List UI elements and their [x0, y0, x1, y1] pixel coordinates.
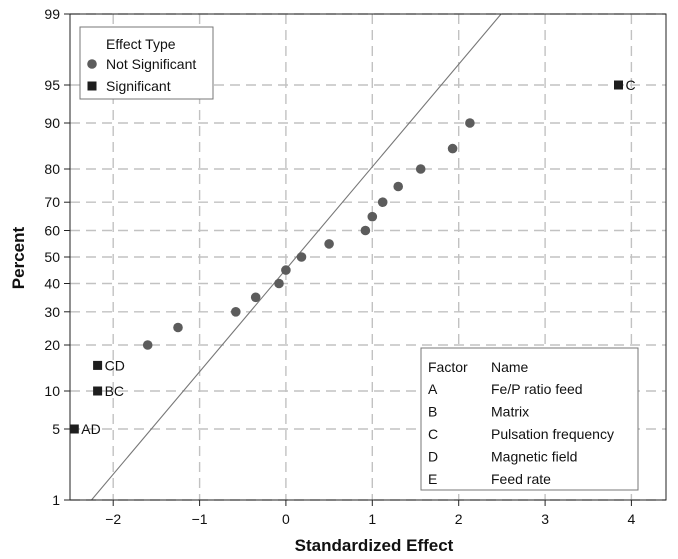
not-significant-point [231, 307, 241, 317]
x-tick-label: −2 [105, 511, 121, 527]
factor-table-cell: C [428, 426, 438, 442]
x-tick-label: −1 [192, 511, 208, 527]
factor-table-cell: Matrix [491, 404, 529, 420]
axes: 1 5 10 20 30 40 50 60 70 80 90 95 99 −2 −1 0 1 2 3 4 [44, 6, 667, 527]
not-significant-point [367, 211, 378, 222]
y-tick-label: 70 [44, 194, 60, 210]
factor-table-cell: D [428, 449, 438, 465]
legend-circle-marker [87, 59, 97, 69]
reference-line-group [91, 14, 502, 500]
y-tick-label: 30 [44, 304, 60, 320]
y-tick-label: 95 [44, 77, 60, 93]
factor-table-box [420, 347, 639, 491]
x-tick-label: 4 [628, 511, 636, 527]
not-significant-point [250, 292, 261, 303]
y-tick-label: 80 [44, 161, 60, 177]
effect-type-legend: Effect Type Not Significant Significant [79, 26, 214, 100]
x-tick-label: 1 [368, 511, 376, 527]
factor-table-cell: Magnetic field [491, 449, 577, 465]
reference-line [91, 14, 502, 500]
not-significant-point [465, 118, 475, 128]
legend-box [79, 26, 214, 100]
x-axis-title: Standardized Effect [295, 536, 454, 555]
significant-point-label: BC [105, 383, 124, 399]
not-significant-point [142, 340, 153, 350]
significant-point [93, 360, 103, 370]
y-tick-label: 90 [44, 115, 60, 131]
not-significant-point [274, 278, 284, 289]
data-points: AD BC CD C [69, 77, 636, 437]
legend-square-marker [87, 81, 97, 91]
significant-point-label: CD [105, 357, 125, 373]
not-significant-point [296, 252, 307, 262]
not-significant-point [393, 181, 404, 192]
factor-table-cell: B [428, 404, 437, 420]
factor-table: Factor Name A Fe/P ratio feed B Matrix C Pulsat… [420, 347, 639, 491]
y-tick-label: 60 [44, 223, 60, 239]
y-tick-label: 20 [44, 337, 60, 353]
significant-point [69, 424, 79, 434]
x-tick-label: 3 [541, 511, 549, 527]
y-tick-label: 10 [44, 383, 60, 399]
significant-point-label: AD [81, 421, 100, 437]
plot-frame [69, 13, 667, 501]
legend-label: Significant [106, 78, 171, 94]
legend-title: Effect Type [106, 36, 176, 52]
y-axis-title: Percent [9, 226, 28, 289]
factor-table-cell: Pulsation frequency [491, 426, 614, 442]
not-significant-point [324, 239, 334, 249]
not-significant-point [360, 225, 371, 236]
factor-table-cell: A [428, 381, 438, 397]
factor-table-cell: E [428, 471, 437, 487]
y-tick-label: 5 [52, 421, 60, 437]
y-tick-label: 1 [52, 492, 60, 508]
legend-label: Not Significant [106, 56, 196, 72]
not-significant-point [377, 197, 388, 207]
x-tick-label: 0 [282, 511, 290, 527]
significant-point [93, 386, 103, 396]
factor-table-header: Factor [428, 359, 468, 375]
factor-table-cell: Feed rate [491, 471, 551, 487]
factor-table-cell: Fe/P ratio feed [491, 381, 583, 397]
significant-point [614, 80, 623, 90]
y-tick-label: 50 [44, 249, 60, 265]
y-tick-label: 40 [44, 276, 60, 292]
factor-table-header: Name [491, 359, 529, 375]
not-significant-point [173, 322, 183, 333]
not-significant-point [415, 164, 426, 174]
not-significant-point [281, 265, 291, 275]
not-significant-point [447, 143, 458, 154]
significant-point-label: C [626, 77, 636, 93]
x-tick-label: 2 [455, 511, 463, 527]
y-tick-label: 99 [44, 6, 60, 22]
